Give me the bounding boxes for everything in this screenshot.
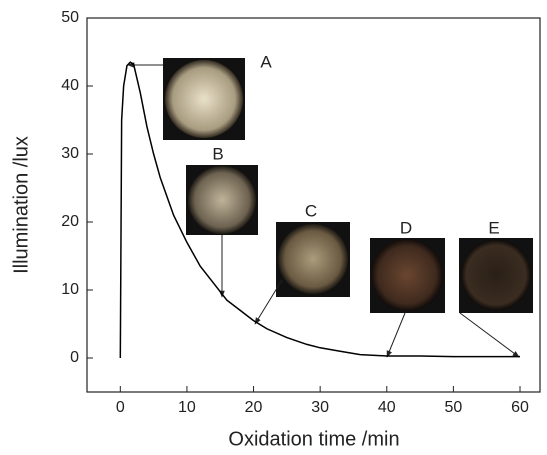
inset-image <box>278 224 348 294</box>
inset-image <box>188 166 256 234</box>
annotation: C <box>305 201 317 220</box>
inset-image <box>165 60 243 138</box>
arrows <box>127 62 520 358</box>
annotation: A <box>260 52 272 71</box>
arrow <box>459 312 520 358</box>
x-tick-label: 20 <box>245 399 263 416</box>
y-tick-label: 40 <box>61 77 79 94</box>
x-tick-label: 10 <box>178 399 196 416</box>
y-tick-label: 50 <box>61 9 79 26</box>
x-tick-label: 50 <box>444 399 462 416</box>
data-line <box>119 61 521 359</box>
arrow <box>386 312 406 358</box>
plot-frame <box>86 17 541 393</box>
inset-image <box>461 240 531 310</box>
annotation: E <box>488 218 499 237</box>
annotation: D <box>400 218 412 237</box>
arrow <box>254 279 283 325</box>
y-tick-label: 0 <box>70 349 79 366</box>
x-tick-label: 60 <box>511 399 529 416</box>
x-tick-label: 40 <box>378 399 396 416</box>
x-axis-label: Oxidation time /min <box>228 428 399 450</box>
y-tick-label: 30 <box>61 145 79 162</box>
y-tick-label: 20 <box>61 213 79 230</box>
x-tick-label: 0 <box>116 399 125 416</box>
annotation: B <box>212 144 223 163</box>
inset-image <box>371 239 443 311</box>
x-tick-label: 30 <box>311 399 329 416</box>
insets <box>163 58 533 313</box>
y-axis-label: Illumination /lux <box>10 136 32 274</box>
y-tick-label: 10 <box>61 281 79 298</box>
